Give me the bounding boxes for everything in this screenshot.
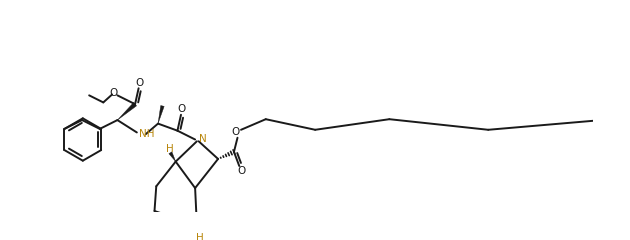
Text: NH: NH: [139, 129, 154, 139]
Polygon shape: [197, 225, 200, 234]
Text: O: O: [178, 104, 186, 114]
Text: H: H: [196, 233, 203, 240]
Polygon shape: [169, 152, 176, 162]
Text: O: O: [110, 88, 118, 98]
Text: O: O: [232, 126, 240, 137]
Text: H: H: [166, 144, 173, 154]
Polygon shape: [158, 106, 164, 124]
Text: O: O: [135, 78, 144, 88]
Polygon shape: [117, 102, 137, 120]
Text: O: O: [237, 166, 245, 176]
Text: N: N: [198, 134, 207, 144]
